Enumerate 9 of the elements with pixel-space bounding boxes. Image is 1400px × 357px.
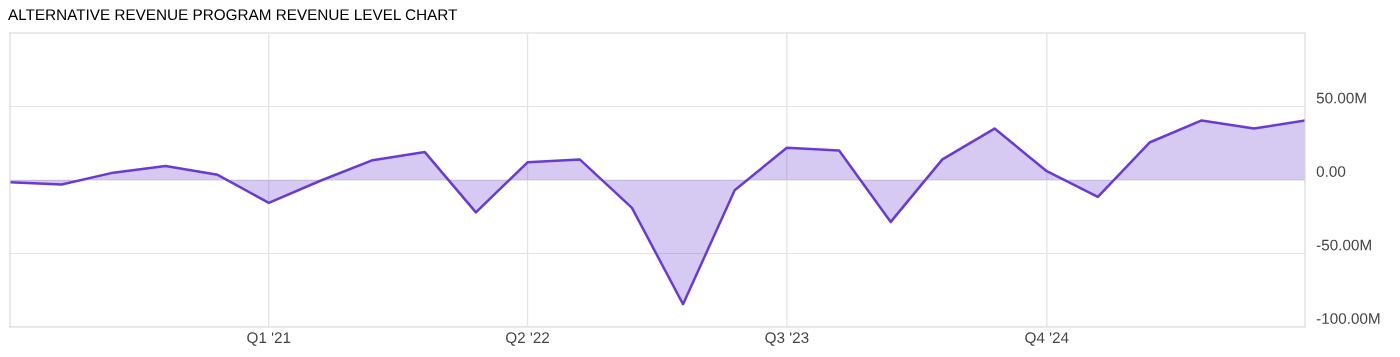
x-tick-label: Q2 '22 [506, 332, 550, 346]
y-tick-label: -100.00M [1316, 313, 1380, 324]
y-tick-label: 50.00M [1316, 92, 1366, 104]
chart-title: ALTERNATIVE REVENUE PROGRAM REVENUE LEVEL CHART [8, 9, 458, 21]
y-tick-label: 0.00 [1316, 166, 1346, 177]
x-tick-label: Q3 '23 [765, 332, 809, 346]
x-tick-label: Q4 '24 [1025, 332, 1069, 346]
y-tick-label: -50.00M [1316, 239, 1371, 251]
x-tick-label: Q1 '21 [247, 332, 291, 346]
